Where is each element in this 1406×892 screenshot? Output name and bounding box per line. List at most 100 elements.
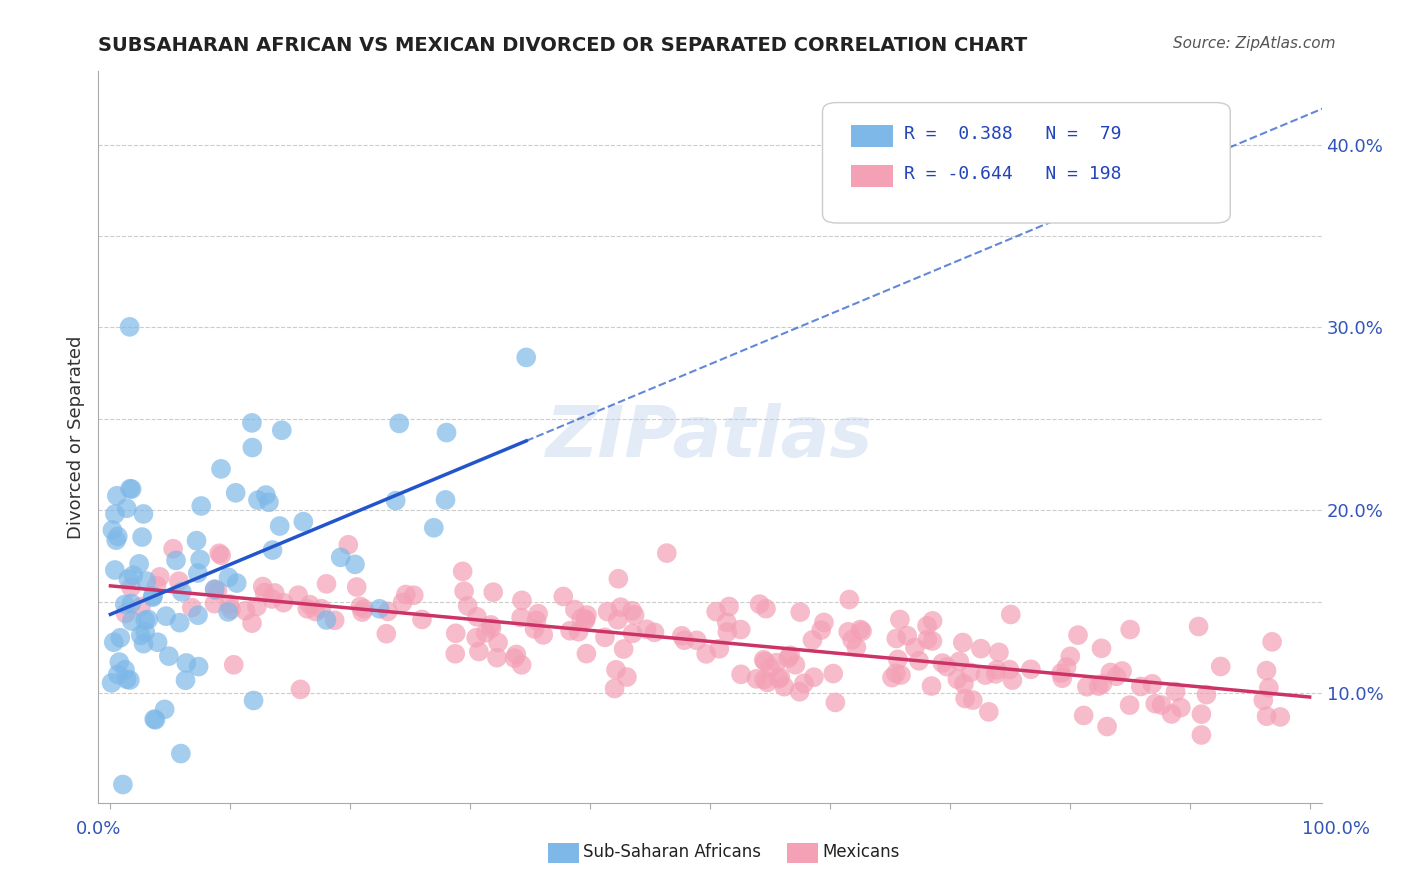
- Point: [260, 591, 283, 606]
- Point: [240, 441, 263, 455]
- Point: [208, 546, 231, 560]
- Point: [716, 625, 738, 640]
- Point: [190, 499, 212, 513]
- Point: [315, 613, 337, 627]
- Point: [118, 482, 141, 496]
- Point: [132, 507, 155, 521]
- Point: [915, 619, 938, 633]
- Point: [121, 482, 143, 496]
- Point: [273, 596, 295, 610]
- Point: [609, 600, 631, 615]
- Point: [444, 626, 467, 640]
- Point: [1261, 635, 1284, 649]
- Point: [564, 602, 586, 616]
- Point: [207, 583, 229, 598]
- Point: [120, 597, 142, 611]
- Point: [977, 705, 1000, 719]
- Point: [176, 656, 198, 670]
- Point: [329, 550, 352, 565]
- Point: [485, 650, 508, 665]
- Point: [219, 602, 242, 616]
- Point: [880, 671, 903, 685]
- Point: [337, 538, 360, 552]
- Point: [436, 425, 458, 440]
- Point: [623, 608, 645, 623]
- Point: [257, 495, 280, 509]
- Point: [451, 565, 474, 579]
- Point: [388, 417, 411, 431]
- Point: [118, 673, 141, 687]
- Point: [838, 592, 860, 607]
- Point: [970, 641, 993, 656]
- Point: [1164, 684, 1187, 698]
- Point: [434, 492, 457, 507]
- Point: [170, 747, 193, 761]
- Point: [479, 618, 502, 632]
- Point: [1095, 720, 1118, 734]
- Point: [1129, 680, 1152, 694]
- Point: [465, 631, 488, 645]
- Point: [482, 585, 505, 599]
- Text: R =  0.388   N =  79: R = 0.388 N = 79: [904, 125, 1122, 143]
- Point: [526, 614, 548, 628]
- Point: [778, 651, 800, 665]
- Point: [120, 580, 142, 594]
- Point: [411, 612, 433, 626]
- Point: [921, 614, 943, 628]
- Point: [596, 605, 619, 619]
- Point: [718, 599, 741, 614]
- Point: [887, 652, 910, 666]
- Point: [105, 489, 128, 503]
- Point: [789, 605, 811, 619]
- Point: [104, 507, 127, 521]
- Point: [395, 587, 418, 601]
- Point: [553, 590, 575, 604]
- Point: [730, 623, 752, 637]
- Point: [209, 462, 232, 476]
- Point: [349, 599, 371, 614]
- Point: [974, 668, 997, 682]
- Point: [188, 552, 211, 566]
- Point: [574, 612, 596, 626]
- Point: [377, 604, 399, 618]
- Point: [1256, 664, 1278, 678]
- Point: [222, 657, 245, 672]
- Point: [752, 653, 775, 667]
- Point: [998, 663, 1021, 677]
- Point: [104, 563, 127, 577]
- Point: [465, 609, 488, 624]
- Point: [1091, 677, 1114, 691]
- Point: [1000, 607, 1022, 622]
- Point: [716, 615, 738, 630]
- Point: [453, 584, 475, 599]
- Point: [810, 623, 832, 637]
- Point: [953, 691, 976, 706]
- Point: [748, 597, 770, 611]
- Point: [117, 572, 139, 586]
- Point: [1195, 688, 1218, 702]
- Point: [1056, 660, 1078, 674]
- Point: [240, 616, 263, 631]
- Point: [849, 623, 872, 637]
- Point: [252, 580, 274, 594]
- Point: [368, 601, 391, 615]
- Point: [114, 598, 136, 612]
- Text: ZIPatlas: ZIPatlas: [547, 402, 873, 472]
- Point: [986, 663, 1008, 677]
- Point: [311, 601, 333, 615]
- Point: [225, 485, 247, 500]
- Point: [217, 605, 239, 619]
- Point: [803, 670, 825, 684]
- Point: [515, 351, 537, 365]
- Point: [613, 642, 636, 657]
- Point: [143, 712, 166, 726]
- Point: [621, 604, 644, 618]
- Point: [948, 654, 970, 668]
- Point: [745, 672, 768, 686]
- Point: [105, 533, 128, 548]
- Point: [801, 632, 824, 647]
- Point: [142, 589, 165, 603]
- Point: [269, 519, 291, 533]
- Point: [1189, 707, 1212, 722]
- Point: [167, 574, 190, 589]
